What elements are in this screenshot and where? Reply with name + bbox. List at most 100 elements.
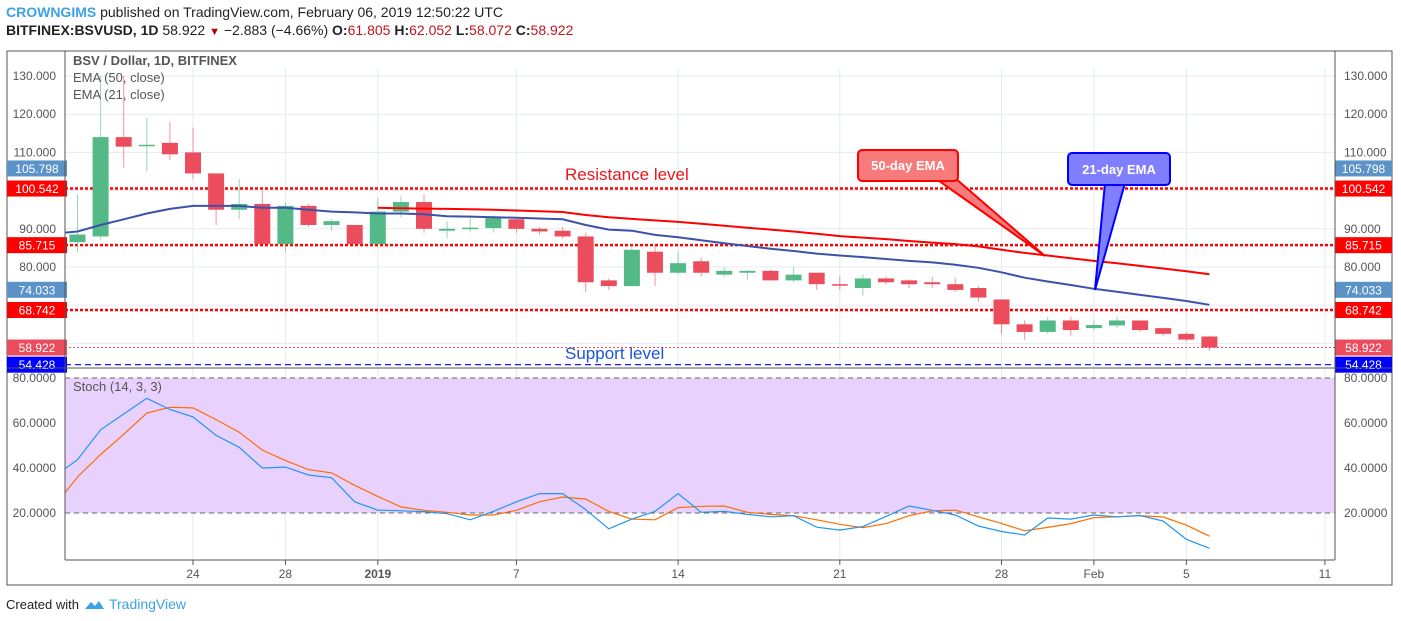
symbol-info: BITFINEX:BSVUSD, 1D 58.922 ▼ −2.883 (−4.… — [6, 22, 573, 38]
price-badge — [1335, 237, 1392, 254]
candle-body — [1201, 336, 1218, 348]
time-tick-label: 28 — [279, 567, 293, 581]
candle — [854, 274, 871, 296]
candle-body — [1085, 325, 1102, 329]
legend-title: BSV / Dollar, 1D, BITFINEX — [73, 53, 237, 68]
candle-body — [508, 219, 525, 229]
high-label: H: — [394, 22, 410, 38]
candle-body — [739, 270, 756, 273]
price-badge — [1335, 281, 1392, 298]
candle — [300, 203, 317, 227]
author-link[interactable]: CROWNGIMS — [6, 4, 97, 20]
candle-body — [1132, 320, 1149, 331]
candle-body — [762, 270, 779, 281]
candle-body — [647, 251, 663, 273]
candle — [693, 257, 710, 277]
stoch-tick-label-left: 20.0000 — [13, 506, 57, 520]
price-change: −2.883 (−4.66%) — [223, 22, 329, 38]
candle — [1039, 316, 1056, 334]
price-badge — [7, 281, 67, 298]
created-with-text: Created with — [6, 596, 79, 612]
price-tick-label-left: 110.000 — [14, 145, 57, 159]
price-tick-label-right: 90.000 — [1344, 222, 1381, 236]
candle — [277, 202, 294, 252]
price-tick-label-right: 80.000 — [1344, 260, 1381, 274]
candle — [808, 272, 825, 290]
tradingview-link[interactable]: TradingView — [108, 596, 187, 612]
candle-body — [185, 152, 201, 174]
candle-body — [947, 284, 964, 290]
candle — [1178, 331, 1195, 342]
candle-body — [854, 278, 871, 289]
price-badge-label: 105.798 — [15, 162, 59, 176]
price-badge-label: 85.715 — [19, 239, 56, 253]
price-badge-label: 74.033 — [1345, 283, 1382, 297]
ema21-callout-text: 21-day EMA — [1082, 162, 1156, 177]
candle-body — [577, 236, 594, 283]
price-badge-label: 68.742 — [1345, 304, 1382, 318]
candle-body — [600, 280, 617, 287]
price-badge — [1335, 160, 1392, 177]
close-label: C: — [515, 22, 531, 38]
ema21-callout-box — [1067, 152, 1171, 186]
candle — [462, 215, 479, 233]
candle — [901, 279, 918, 289]
candle — [531, 226, 548, 235]
candle-body — [878, 278, 894, 283]
symbol-name: BITFINEX:BSVUSD, 1D — [6, 22, 159, 38]
ema21-callout[interactable]: 21-day EMA — [1067, 152, 1171, 291]
candle — [115, 76, 132, 168]
candle-body — [623, 249, 640, 287]
price-badge — [1335, 180, 1392, 197]
candle-body — [485, 218, 502, 229]
ema50-line — [377, 206, 1210, 276]
candle-body — [808, 272, 825, 285]
candle-body — [924, 282, 941, 285]
candle-body — [901, 280, 918, 285]
stoch-band — [65, 378, 1335, 513]
candle — [670, 251, 687, 275]
candle — [1085, 320, 1102, 331]
candle — [254, 190, 271, 245]
candle — [508, 217, 525, 233]
candle-body — [392, 202, 409, 212]
candle-body — [716, 270, 733, 275]
candle-body — [346, 224, 363, 245]
price-tick-label-left: 120.000 — [13, 107, 57, 121]
triangle-down-icon: ▼ — [209, 26, 220, 38]
price-tick-label-left: 130.000 — [13, 69, 57, 83]
time-tick-label: 2019 — [364, 567, 391, 581]
ema50-callout-box — [857, 149, 959, 182]
time-tick-label: 21 — [833, 567, 847, 581]
price-tick-label-left: 90.000 — [19, 222, 56, 236]
legend-stoch: Stoch (14, 3, 3) — [73, 379, 162, 394]
stoch-tick-label-right: 80.0000 — [1344, 371, 1388, 385]
legend-ema50: EMA (50, close) — [73, 70, 165, 85]
candle-body — [970, 288, 987, 298]
candle-body — [369, 211, 386, 245]
ema50-callout[interactable]: 50-day EMA — [857, 149, 1046, 257]
candle — [208, 173, 225, 225]
candle — [1132, 320, 1149, 332]
ema50-callout-text: 50-day EMA — [871, 158, 945, 173]
candle — [785, 267, 802, 283]
candle — [69, 194, 86, 252]
candle — [1016, 320, 1033, 340]
price-badge-label: 85.715 — [1345, 239, 1382, 253]
candle — [924, 276, 941, 289]
candle-body — [161, 142, 178, 155]
close-value: 58.922 — [530, 22, 574, 38]
resistance-label: Resistance level — [565, 165, 689, 184]
candle-body — [531, 228, 548, 232]
price-tick-label-right: 130.000 — [1344, 69, 1388, 83]
low-value: 58.072 — [469, 22, 512, 38]
candle — [947, 278, 964, 292]
candle — [138, 118, 155, 172]
candle-body — [993, 299, 1010, 325]
time-tick-label: Feb — [1084, 567, 1105, 581]
stoch-tick-label-right: 40.0000 — [1344, 461, 1388, 475]
stoch-k-line — [64, 397, 1210, 549]
candle-body — [115, 137, 132, 147]
candle-body — [693, 261, 710, 273]
